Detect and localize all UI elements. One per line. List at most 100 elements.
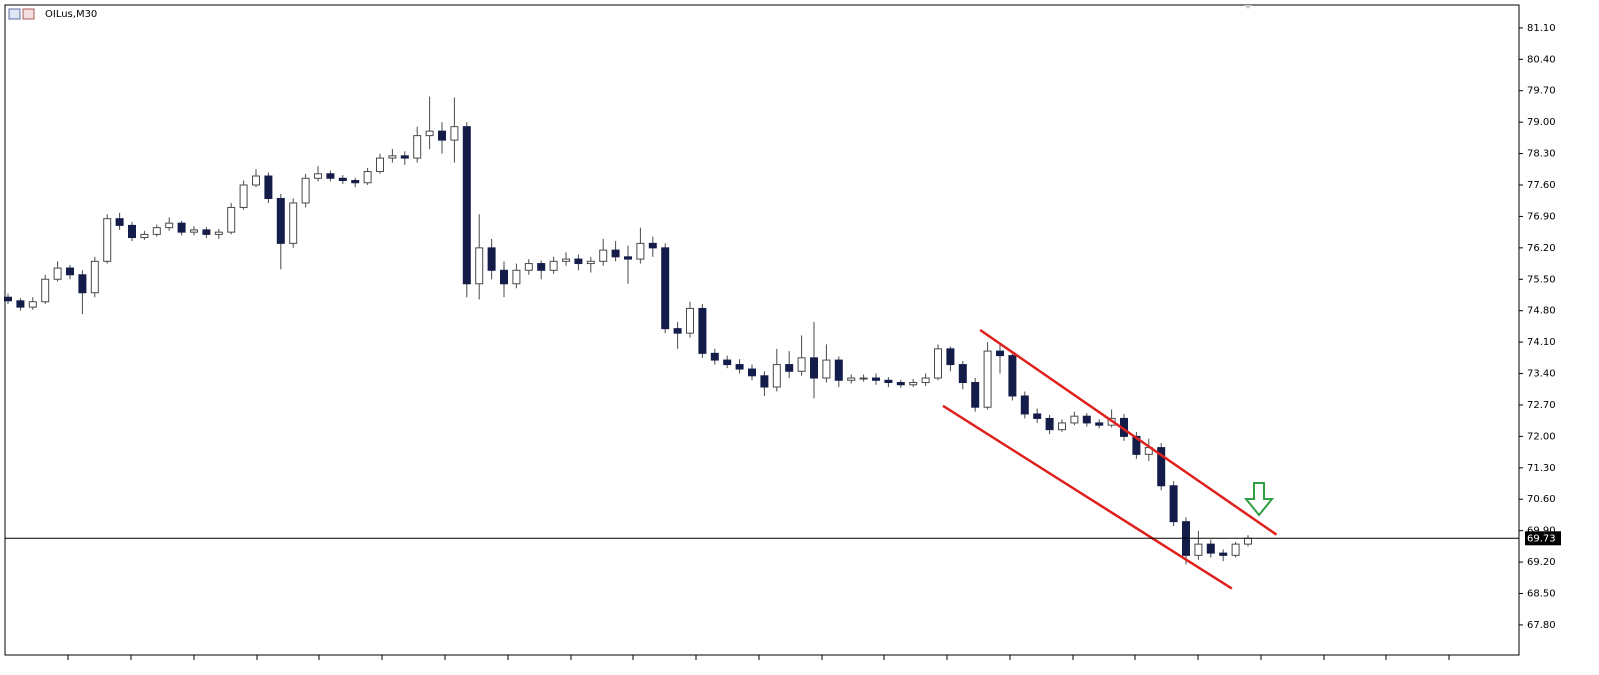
candle-body: [413, 135, 422, 159]
candle-body: [810, 357, 818, 379]
candle-body: [1157, 447, 1166, 487]
y-tick-label: 68.50: [1527, 589, 1556, 600]
y-tick-label: 73.40: [1527, 369, 1556, 380]
candle-body: [239, 184, 248, 208]
candle-body: [190, 229, 198, 233]
candle-body: [723, 359, 732, 366]
candle-body: [1045, 417, 1054, 431]
candle-body: [586, 260, 595, 265]
shift-marker: [1244, 5, 1252, 9]
candle-body: [425, 130, 434, 137]
candle-body: [351, 180, 360, 184]
candle-body: [438, 130, 446, 141]
chart-icon: [8, 8, 35, 20]
candle-body: [710, 352, 719, 361]
candle-body: [152, 227, 161, 235]
candle-body: [611, 249, 620, 258]
candle-body: [760, 375, 769, 388]
y-tick-label: 69.20: [1527, 557, 1556, 568]
candle-body: [1219, 552, 1228, 556]
x-axis-ticks: [67, 655, 1450, 660]
y-tick-label: 71.30: [1527, 463, 1556, 474]
candle-body: [834, 359, 843, 381]
y-tick-label: 70.60: [1527, 494, 1556, 505]
candle-body: [90, 260, 99, 294]
candle-body: [252, 175, 260, 186]
candle-body: [400, 155, 409, 159]
y-tick-label: 76.20: [1527, 243, 1556, 254]
candle-body: [524, 263, 533, 271]
candle-body: [500, 269, 508, 285]
candle-body: [289, 202, 298, 244]
candle-body: [16, 300, 25, 308]
candle-body: [276, 197, 285, 244]
candle-body: [512, 269, 521, 285]
candle-body: [41, 278, 50, 303]
candle-body: [78, 274, 87, 294]
y-tick-label: 72.70: [1527, 400, 1556, 411]
y-tick-label: 69.90: [1527, 526, 1556, 537]
candle-body: [1058, 422, 1066, 431]
candle-body: [661, 247, 670, 330]
candle-body: [797, 357, 806, 372]
plot-frame: [4, 4, 1520, 656]
candle-body: [859, 377, 868, 380]
candle-body: [549, 260, 558, 271]
y-tick-label: 78.30: [1527, 149, 1556, 160]
y-tick-label: 79.70: [1527, 86, 1556, 97]
y-tick-label: 77.60: [1527, 180, 1556, 191]
candle-body: [1020, 395, 1029, 415]
candle-body: [115, 218, 124, 226]
candle-body: [1070, 415, 1079, 424]
candle-body: [1231, 543, 1240, 556]
candle-body: [202, 229, 211, 235]
candle-body: [772, 364, 781, 388]
candle-body: [128, 224, 136, 239]
candle-body: [983, 350, 992, 408]
candle-body: [648, 242, 657, 249]
candle-body: [227, 206, 236, 233]
candle-body: [1206, 543, 1215, 554]
y-tick-label: 75.50: [1527, 274, 1556, 285]
candle-body: [958, 364, 967, 384]
candle-body: [1132, 435, 1141, 455]
candle-body: [971, 382, 980, 408]
candle-body: [1095, 422, 1104, 426]
candle-body: [599, 249, 608, 262]
candle-body: [537, 263, 546, 271]
candle-body: [1244, 537, 1252, 545]
candle-body: [462, 126, 471, 285]
candle-body: [165, 222, 174, 229]
candle-body: [636, 242, 645, 260]
candle-body: [314, 173, 322, 179]
y-tick-label: 74.10: [1527, 337, 1556, 348]
candle-body: [264, 175, 273, 199]
candle-body: [735, 364, 744, 370]
candle-body: [909, 382, 918, 386]
down-arrow: [1243, 482, 1275, 517]
candle-body: [896, 382, 905, 386]
candle-body: [4, 296, 12, 302]
candle-body: [177, 222, 186, 233]
candle-body: [748, 368, 756, 377]
candle-body: [686, 307, 694, 334]
candle-body: [574, 258, 583, 265]
candle-body: [338, 177, 347, 182]
candle-body: [388, 155, 397, 159]
candle-body: [475, 247, 484, 285]
candle-body: [28, 301, 37, 308]
chart-title: OILus,M30: [45, 9, 97, 20]
y-tick-label: 79.00: [1527, 117, 1556, 128]
candle-body: [822, 359, 831, 379]
candle-body: [847, 377, 856, 381]
candle-body: [624, 256, 632, 260]
candle-body: [884, 379, 893, 384]
current-price-label: 69.73: [1527, 533, 1556, 544]
candle-body: [376, 157, 384, 173]
y-tick-label: 67.80: [1527, 620, 1556, 631]
candle-body: [673, 328, 682, 334]
y-tick-label: 81.10: [1527, 23, 1556, 34]
candle-body: [698, 307, 707, 354]
